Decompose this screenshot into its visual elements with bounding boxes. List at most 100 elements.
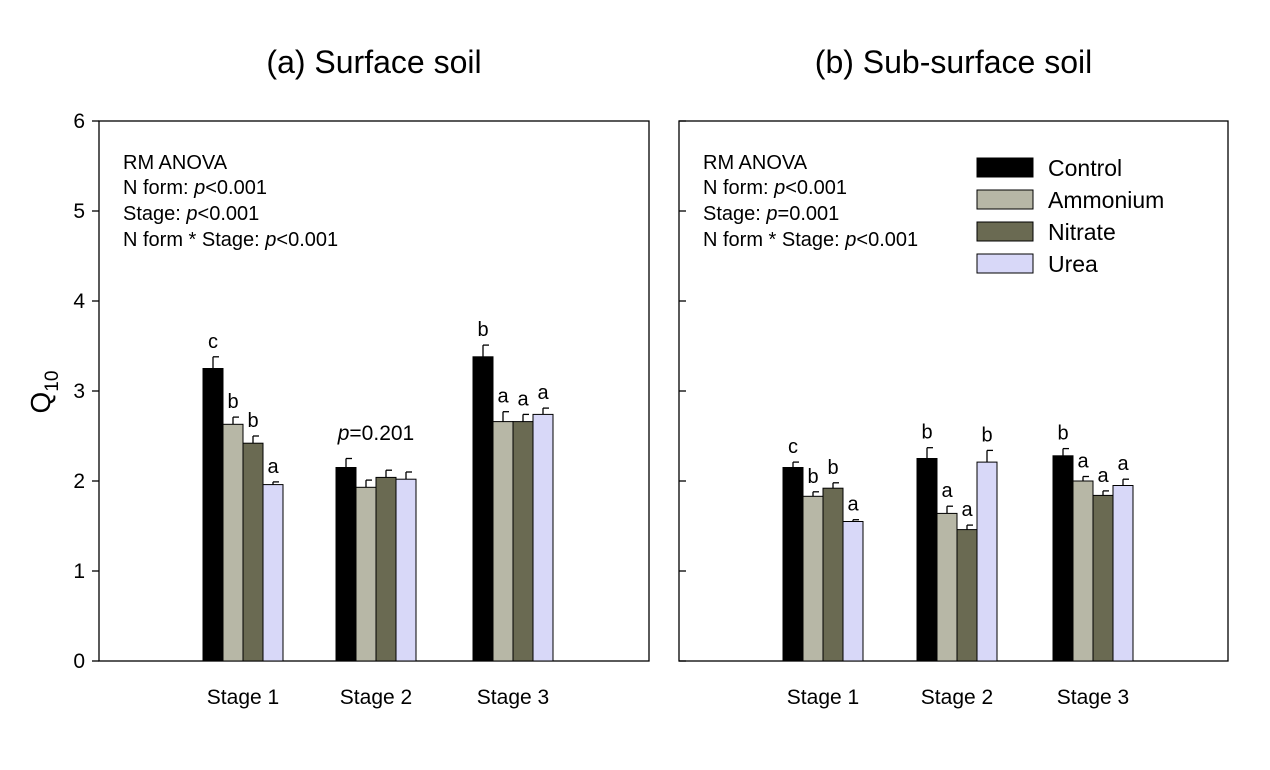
- bar-control-stage-1: [202, 368, 224, 662]
- chart-title: (a) Surface soil: [266, 44, 481, 80]
- stats-line: Stage: p=0.001: [703, 203, 839, 225]
- stats-italic: p: [193, 177, 205, 199]
- x-tick-label-stage-3: Stage 3: [1057, 686, 1129, 709]
- bar-control-stage-2: [335, 467, 357, 662]
- legend-swatch-ammonium: [976, 189, 1034, 210]
- bar-nitrate-stage-3: [1092, 494, 1114, 662]
- stats-italic: p: [185, 203, 197, 225]
- stats-value: <0.001: [205, 177, 267, 199]
- x-tick-label-stage-3: Stage 3: [477, 686, 549, 709]
- bar-ammonium-stage-1: [222, 423, 244, 662]
- bar-nitrate-stage-3: [512, 421, 534, 662]
- significance-letter: a: [941, 480, 953, 502]
- stats-label: Stage:: [703, 203, 766, 225]
- bar-control-stage-1: [782, 467, 804, 662]
- stats-label: N form:: [123, 177, 194, 199]
- bar-urea-stage-1: [262, 484, 284, 662]
- stats-heading: RM ANOVA: [703, 152, 808, 174]
- significance-letter: b: [227, 391, 238, 413]
- bar-ammonium-stage-3: [1072, 480, 1094, 662]
- bar-nitrate-stage-1: [242, 442, 264, 662]
- legend-swatch-nitrate: [976, 221, 1034, 242]
- stats-line: N form: p<0.001: [703, 177, 847, 199]
- significance-letter: b: [807, 466, 818, 488]
- bar-urea-stage-2: [395, 478, 417, 662]
- bar-urea-stage-3: [1112, 485, 1134, 662]
- annotation-text: =0.201: [349, 422, 414, 445]
- significance-letter: b: [827, 457, 838, 479]
- x-tick-label-stage-1: Stage 1: [787, 686, 859, 709]
- significance-letter: b: [247, 410, 258, 432]
- group-annotation: p=0.201: [337, 422, 415, 445]
- bar-control-stage-2: [916, 458, 938, 662]
- stats-label: N form * Stage:: [123, 229, 265, 251]
- bar-control-stage-3: [472, 356, 494, 662]
- bar-nitrate-stage-2: [375, 476, 397, 662]
- legend-label-control: Control: [1048, 155, 1122, 181]
- stats-heading: RM ANOVA: [123, 152, 228, 174]
- significance-letter: b: [1057, 423, 1068, 445]
- y-axis-label: Q10: [25, 371, 63, 414]
- stats-italic: p: [264, 229, 276, 251]
- bar-ammonium-stage-2: [936, 512, 958, 662]
- bar-ammonium-stage-1: [802, 495, 824, 662]
- bar-urea-stage-2: [976, 461, 998, 662]
- panel-sub-surface-soil: (b) Sub-surface soil Stage 1 Stage 2 Stage …: [678, 44, 1229, 709]
- significance-letter: a: [1097, 465, 1109, 487]
- stats-label: N form:: [703, 177, 774, 199]
- legend-label-urea: Urea: [1048, 251, 1098, 277]
- stats-value: <0.001: [785, 177, 847, 199]
- legend-label-ammonium: Ammonium: [1048, 187, 1164, 213]
- significance-letter: a: [1077, 451, 1089, 473]
- significance-letter: b: [921, 422, 932, 444]
- bar-ammonium-stage-3: [492, 421, 514, 662]
- y-tick-label: 1: [73, 560, 85, 583]
- y-tick-label: 3: [73, 380, 85, 403]
- bar-nitrate-stage-2: [956, 529, 978, 662]
- annotation-italic: p: [337, 422, 350, 445]
- x-tick-label-stage-2: Stage 2: [921, 686, 993, 709]
- legend-label-nitrate: Nitrate: [1048, 219, 1116, 245]
- significance-letter: a: [497, 386, 509, 408]
- stats-line: Stage: p<0.001: [123, 203, 259, 225]
- legend-swatch-control: [976, 157, 1034, 178]
- x-tick-label-stage-2: Stage 2: [340, 686, 412, 709]
- bar-urea-stage-3: [532, 413, 554, 662]
- y-tick-label: 0: [73, 650, 85, 673]
- significance-letter: b: [477, 319, 488, 341]
- chart-title: (b) Sub-surface soil: [815, 44, 1092, 80]
- significance-letter: a: [961, 499, 973, 521]
- significance-letter: a: [267, 456, 279, 478]
- significance-letter: b: [981, 424, 992, 446]
- bar-control-stage-3: [1052, 455, 1074, 662]
- stats-label: Stage:: [123, 203, 186, 225]
- stats-line: N form * Stage: p<0.001: [703, 229, 918, 251]
- stats-label: N form * Stage:: [703, 229, 845, 251]
- y-tick-label: 6: [73, 110, 85, 133]
- significance-letter: c: [208, 331, 218, 353]
- stats-line: N form: p<0.001: [123, 177, 267, 199]
- y-tick-label: 2: [73, 470, 85, 493]
- stats-italic: p: [773, 177, 785, 199]
- panel-surface-soil: (a) Surface soil 0 1 2 3 4 5 6 Stage 1 Stage 2 Sta…: [73, 44, 650, 709]
- legend-swatch-urea: [976, 253, 1034, 274]
- stats-value: <0.001: [856, 229, 918, 251]
- x-tick-label-stage-1: Stage 1: [207, 686, 279, 709]
- stats-value: =0.001: [778, 203, 840, 225]
- stats-line: N form * Stage: p<0.001: [123, 229, 338, 251]
- significance-letter: a: [847, 494, 859, 516]
- bar-ammonium-stage-2: [355, 486, 377, 662]
- stats-value: <0.001: [198, 203, 260, 225]
- y-tick-label: 4: [73, 290, 85, 313]
- significance-letter: a: [517, 388, 529, 410]
- significance-letter: a: [537, 382, 549, 404]
- bar-nitrate-stage-1: [822, 487, 844, 662]
- stats-italic: p: [844, 229, 856, 251]
- stats-italic: p: [765, 203, 777, 225]
- stats-value: <0.001: [276, 229, 338, 251]
- y-tick-label: 5: [73, 200, 85, 223]
- legend: Control Ammonium Nitrate Urea: [976, 155, 1164, 277]
- bar-urea-stage-1: [842, 521, 864, 662]
- significance-letter: c: [788, 436, 798, 458]
